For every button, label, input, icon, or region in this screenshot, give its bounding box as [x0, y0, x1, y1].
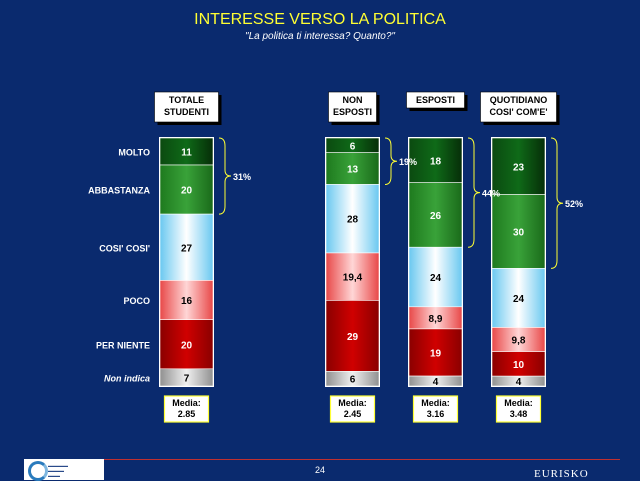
logo-mark-icon: ▬▬▬▬▬ ▬▬▬▬ ▬▬▬ [48, 463, 68, 478]
data-label: 24 [430, 273, 442, 284]
data-label: 28 [347, 215, 359, 226]
media-label: Media: [421, 398, 450, 408]
data-label: 11 [181, 148, 192, 159]
logo-ring-icon [28, 461, 48, 481]
data-label: 18 [430, 156, 442, 167]
category-label: ESPOSTI [416, 95, 455, 105]
media-box [495, 395, 542, 423]
category-label: STUDENTI [164, 107, 209, 117]
data-label: 13 [347, 165, 359, 176]
data-label: 20 [181, 186, 193, 197]
data-label: 9,8 [512, 336, 526, 347]
footer-divider [60, 459, 620, 460]
media-value: 2.85 [178, 409, 196, 419]
bar-segment [325, 300, 380, 372]
row-label: MOLTO [118, 148, 150, 158]
bar-segment [159, 280, 214, 321]
media-label: Media: [504, 398, 533, 408]
bar-segment [491, 137, 546, 195]
media-label: Media: [338, 398, 367, 408]
bar-segment [408, 375, 463, 387]
brace-label: 52% [565, 199, 583, 209]
brace-label: 19% [399, 157, 417, 167]
category-label: NON [343, 95, 363, 105]
media-box [412, 395, 459, 423]
category-header [154, 91, 219, 123]
row-label: POCO [123, 296, 150, 306]
data-label: 27 [181, 243, 193, 254]
row-label: PER NIENTE [96, 340, 150, 350]
data-label: 23 [513, 162, 525, 173]
brace-label: 44% [482, 189, 500, 199]
row-label: ABBASTANZA [88, 186, 150, 196]
stacked-bar-chart: 11202716207TOTALESTUDENTIMedia:2.8561328… [88, 91, 583, 423]
data-label: 7 [184, 373, 190, 384]
brace-label: 31% [233, 172, 251, 182]
data-label: 10 [513, 360, 525, 371]
data-label: 16 [181, 296, 193, 307]
category-header [406, 91, 465, 109]
data-label: 26 [430, 211, 442, 222]
category-header [328, 91, 377, 123]
media-value: 3.48 [510, 409, 528, 419]
data-label: 4 [433, 377, 439, 388]
media-label: Media: [172, 398, 201, 408]
data-label: 8,9 [429, 314, 443, 325]
row-label: COSI' COSI' [99, 243, 150, 253]
data-label: 4 [516, 377, 522, 388]
category-header [480, 91, 557, 123]
bar-segment [325, 371, 380, 387]
bar-segment [491, 194, 546, 269]
category-label: TOTALE [169, 95, 204, 105]
media-box [329, 395, 376, 423]
sponsor-logo: ▬▬▬▬▬ ▬▬▬▬ ▬▬▬ [24, 459, 104, 481]
category-label: ESPOSTI [333, 107, 372, 117]
bar-segment [491, 327, 546, 352]
category-label: QUOTIDIANO [490, 95, 548, 105]
page-number: 24 [314, 465, 325, 475]
data-label: 6 [350, 375, 356, 386]
data-label: 30 [513, 227, 525, 238]
category-label: COSI' COM'E' [490, 107, 548, 117]
brace [218, 137, 232, 215]
brace [550, 137, 564, 269]
bar-segment [408, 246, 463, 308]
bar-segment [325, 184, 380, 254]
bar-segment [325, 152, 380, 185]
chart-title: INTERESSE VERSO LA POLITICA [194, 11, 446, 28]
bar-segment [159, 213, 214, 281]
bar-segment [159, 137, 214, 166]
data-label: 20 [181, 340, 193, 351]
data-label: 29 [347, 332, 359, 343]
data-label: 19,4 [343, 273, 363, 284]
eurisko-logo: EURISKO [534, 468, 589, 480]
bar-segment [408, 137, 463, 183]
bar-segment [159, 368, 214, 387]
media-value: 3.16 [427, 409, 445, 419]
media-box [163, 395, 210, 423]
data-label: 6 [350, 141, 356, 152]
bar-segment [408, 182, 463, 248]
media-value: 2.45 [344, 409, 362, 419]
data-label: 19 [430, 348, 442, 359]
chart-subtitle: "La politica ti interessa? Quanto?" [245, 31, 395, 42]
brace [467, 137, 481, 248]
data-label: 24 [513, 294, 525, 305]
brace [384, 137, 398, 185]
bar-segment [408, 328, 463, 377]
bar-segment [159, 319, 214, 370]
row-label: Non indica [104, 373, 150, 383]
bar-segment [491, 375, 546, 387]
